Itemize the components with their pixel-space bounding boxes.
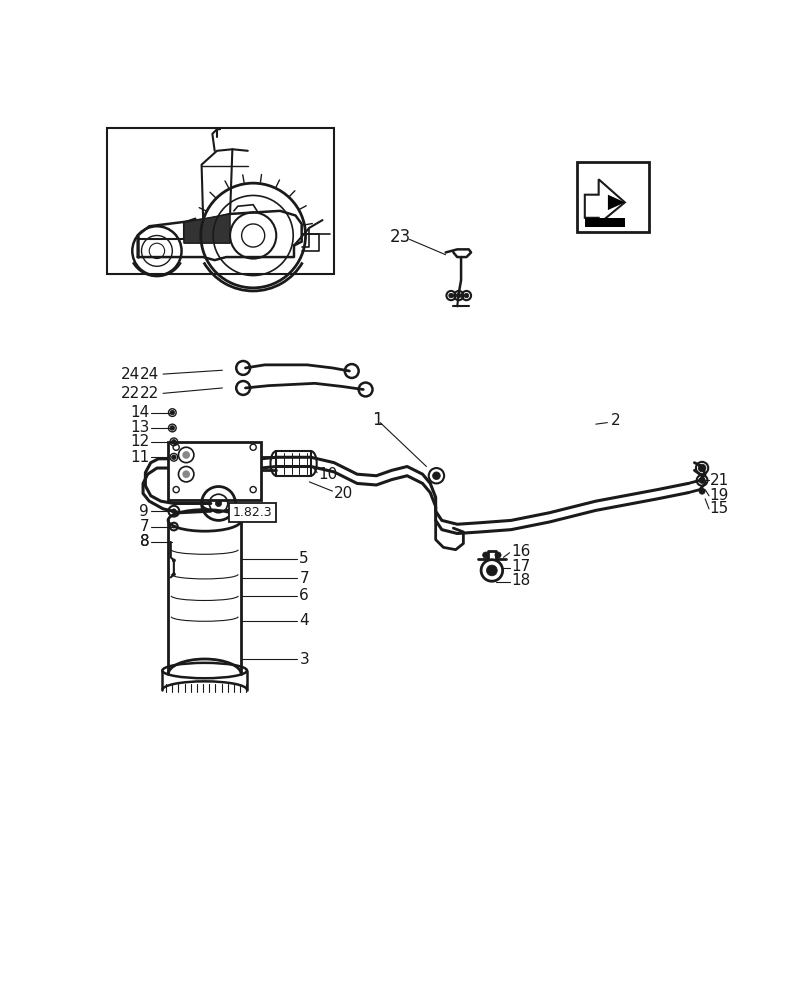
Polygon shape (608, 195, 625, 210)
Text: 3: 3 (300, 652, 309, 666)
Polygon shape (585, 179, 625, 224)
Text: 13: 13 (130, 420, 149, 436)
Text: 4: 4 (300, 613, 309, 628)
Text: 20: 20 (334, 486, 353, 501)
Circle shape (216, 500, 221, 507)
Circle shape (171, 440, 176, 444)
Text: 24: 24 (140, 367, 159, 382)
Text: 22: 22 (120, 386, 140, 401)
Circle shape (171, 509, 176, 513)
Text: 1.82.3: 1.82.3 (233, 506, 272, 519)
Text: 15: 15 (709, 501, 729, 516)
Bar (107, 128, 334, 274)
Circle shape (457, 293, 461, 298)
Circle shape (183, 470, 190, 478)
Circle shape (698, 464, 706, 472)
Text: 8: 8 (140, 534, 149, 549)
Text: 12: 12 (130, 434, 149, 449)
Text: 22: 22 (140, 386, 159, 401)
Text: 9: 9 (140, 504, 149, 519)
Circle shape (170, 426, 175, 430)
Circle shape (495, 552, 501, 558)
Bar (577, 162, 649, 232)
Text: 18: 18 (511, 573, 530, 588)
Text: 17: 17 (511, 559, 530, 574)
Circle shape (183, 451, 190, 459)
Circle shape (172, 525, 175, 528)
Text: 5: 5 (300, 551, 309, 566)
Text: 8: 8 (140, 534, 149, 549)
Text: 24: 24 (120, 367, 140, 382)
Text: 2: 2 (611, 413, 621, 428)
Text: 1: 1 (372, 411, 383, 429)
Circle shape (482, 552, 489, 558)
Text: 14: 14 (130, 405, 149, 420)
Circle shape (170, 410, 175, 415)
Bar (169, 442, 261, 500)
Circle shape (486, 565, 497, 576)
Text: 10: 10 (318, 467, 338, 482)
Text: 19: 19 (709, 488, 729, 503)
Text: 7: 7 (140, 519, 149, 534)
Circle shape (448, 293, 453, 298)
Text: 23: 23 (389, 228, 410, 246)
Circle shape (699, 477, 705, 483)
Circle shape (699, 488, 705, 494)
Circle shape (171, 455, 176, 460)
Circle shape (432, 472, 440, 480)
Bar (229, 503, 276, 522)
Text: 7: 7 (300, 571, 309, 586)
Text: 16: 16 (511, 544, 531, 559)
Text: 6: 6 (300, 588, 309, 603)
Polygon shape (184, 214, 230, 243)
Circle shape (172, 573, 175, 576)
Circle shape (172, 559, 175, 562)
Text: 11: 11 (130, 450, 149, 465)
Circle shape (464, 293, 469, 298)
Text: 21: 21 (709, 473, 729, 488)
Bar (585, 218, 625, 227)
